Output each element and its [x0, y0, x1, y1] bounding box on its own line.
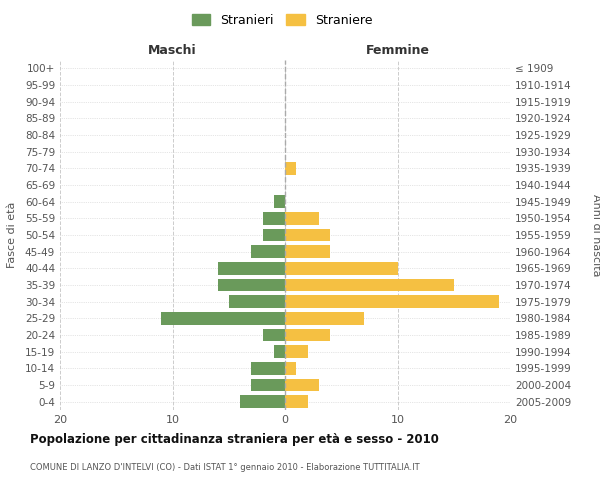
- Bar: [229, 296, 285, 308]
- Bar: [285, 296, 499, 308]
- Text: Femmine: Femmine: [365, 44, 430, 57]
- Bar: [251, 362, 285, 374]
- Bar: [285, 312, 364, 324]
- Bar: [161, 312, 285, 324]
- Bar: [251, 246, 285, 258]
- Bar: [240, 396, 285, 408]
- Y-axis label: Anni di nascita: Anni di nascita: [591, 194, 600, 276]
- Text: Popolazione per cittadinanza straniera per età e sesso - 2010: Popolazione per cittadinanza straniera p…: [30, 432, 439, 446]
- Bar: [251, 379, 285, 391]
- Bar: [218, 262, 285, 274]
- Bar: [218, 279, 285, 291]
- Bar: [285, 246, 330, 258]
- Text: Maschi: Maschi: [148, 44, 197, 57]
- Bar: [285, 229, 330, 241]
- Y-axis label: Fasce di età: Fasce di età: [7, 202, 17, 268]
- Bar: [285, 379, 319, 391]
- Bar: [274, 196, 285, 208]
- Bar: [285, 396, 308, 408]
- Bar: [263, 212, 285, 224]
- Bar: [285, 362, 296, 374]
- Bar: [285, 279, 454, 291]
- Bar: [285, 212, 319, 224]
- Bar: [263, 329, 285, 341]
- Bar: [274, 346, 285, 358]
- Text: COMUNE DI LANZO D'INTELVI (CO) - Dati ISTAT 1° gennaio 2010 - Elaborazione TUTTI: COMUNE DI LANZO D'INTELVI (CO) - Dati IS…: [30, 462, 419, 471]
- Bar: [285, 329, 330, 341]
- Bar: [285, 262, 398, 274]
- Bar: [263, 229, 285, 241]
- Bar: [285, 162, 296, 174]
- Legend: Stranieri, Straniere: Stranieri, Straniere: [187, 8, 377, 32]
- Bar: [285, 346, 308, 358]
